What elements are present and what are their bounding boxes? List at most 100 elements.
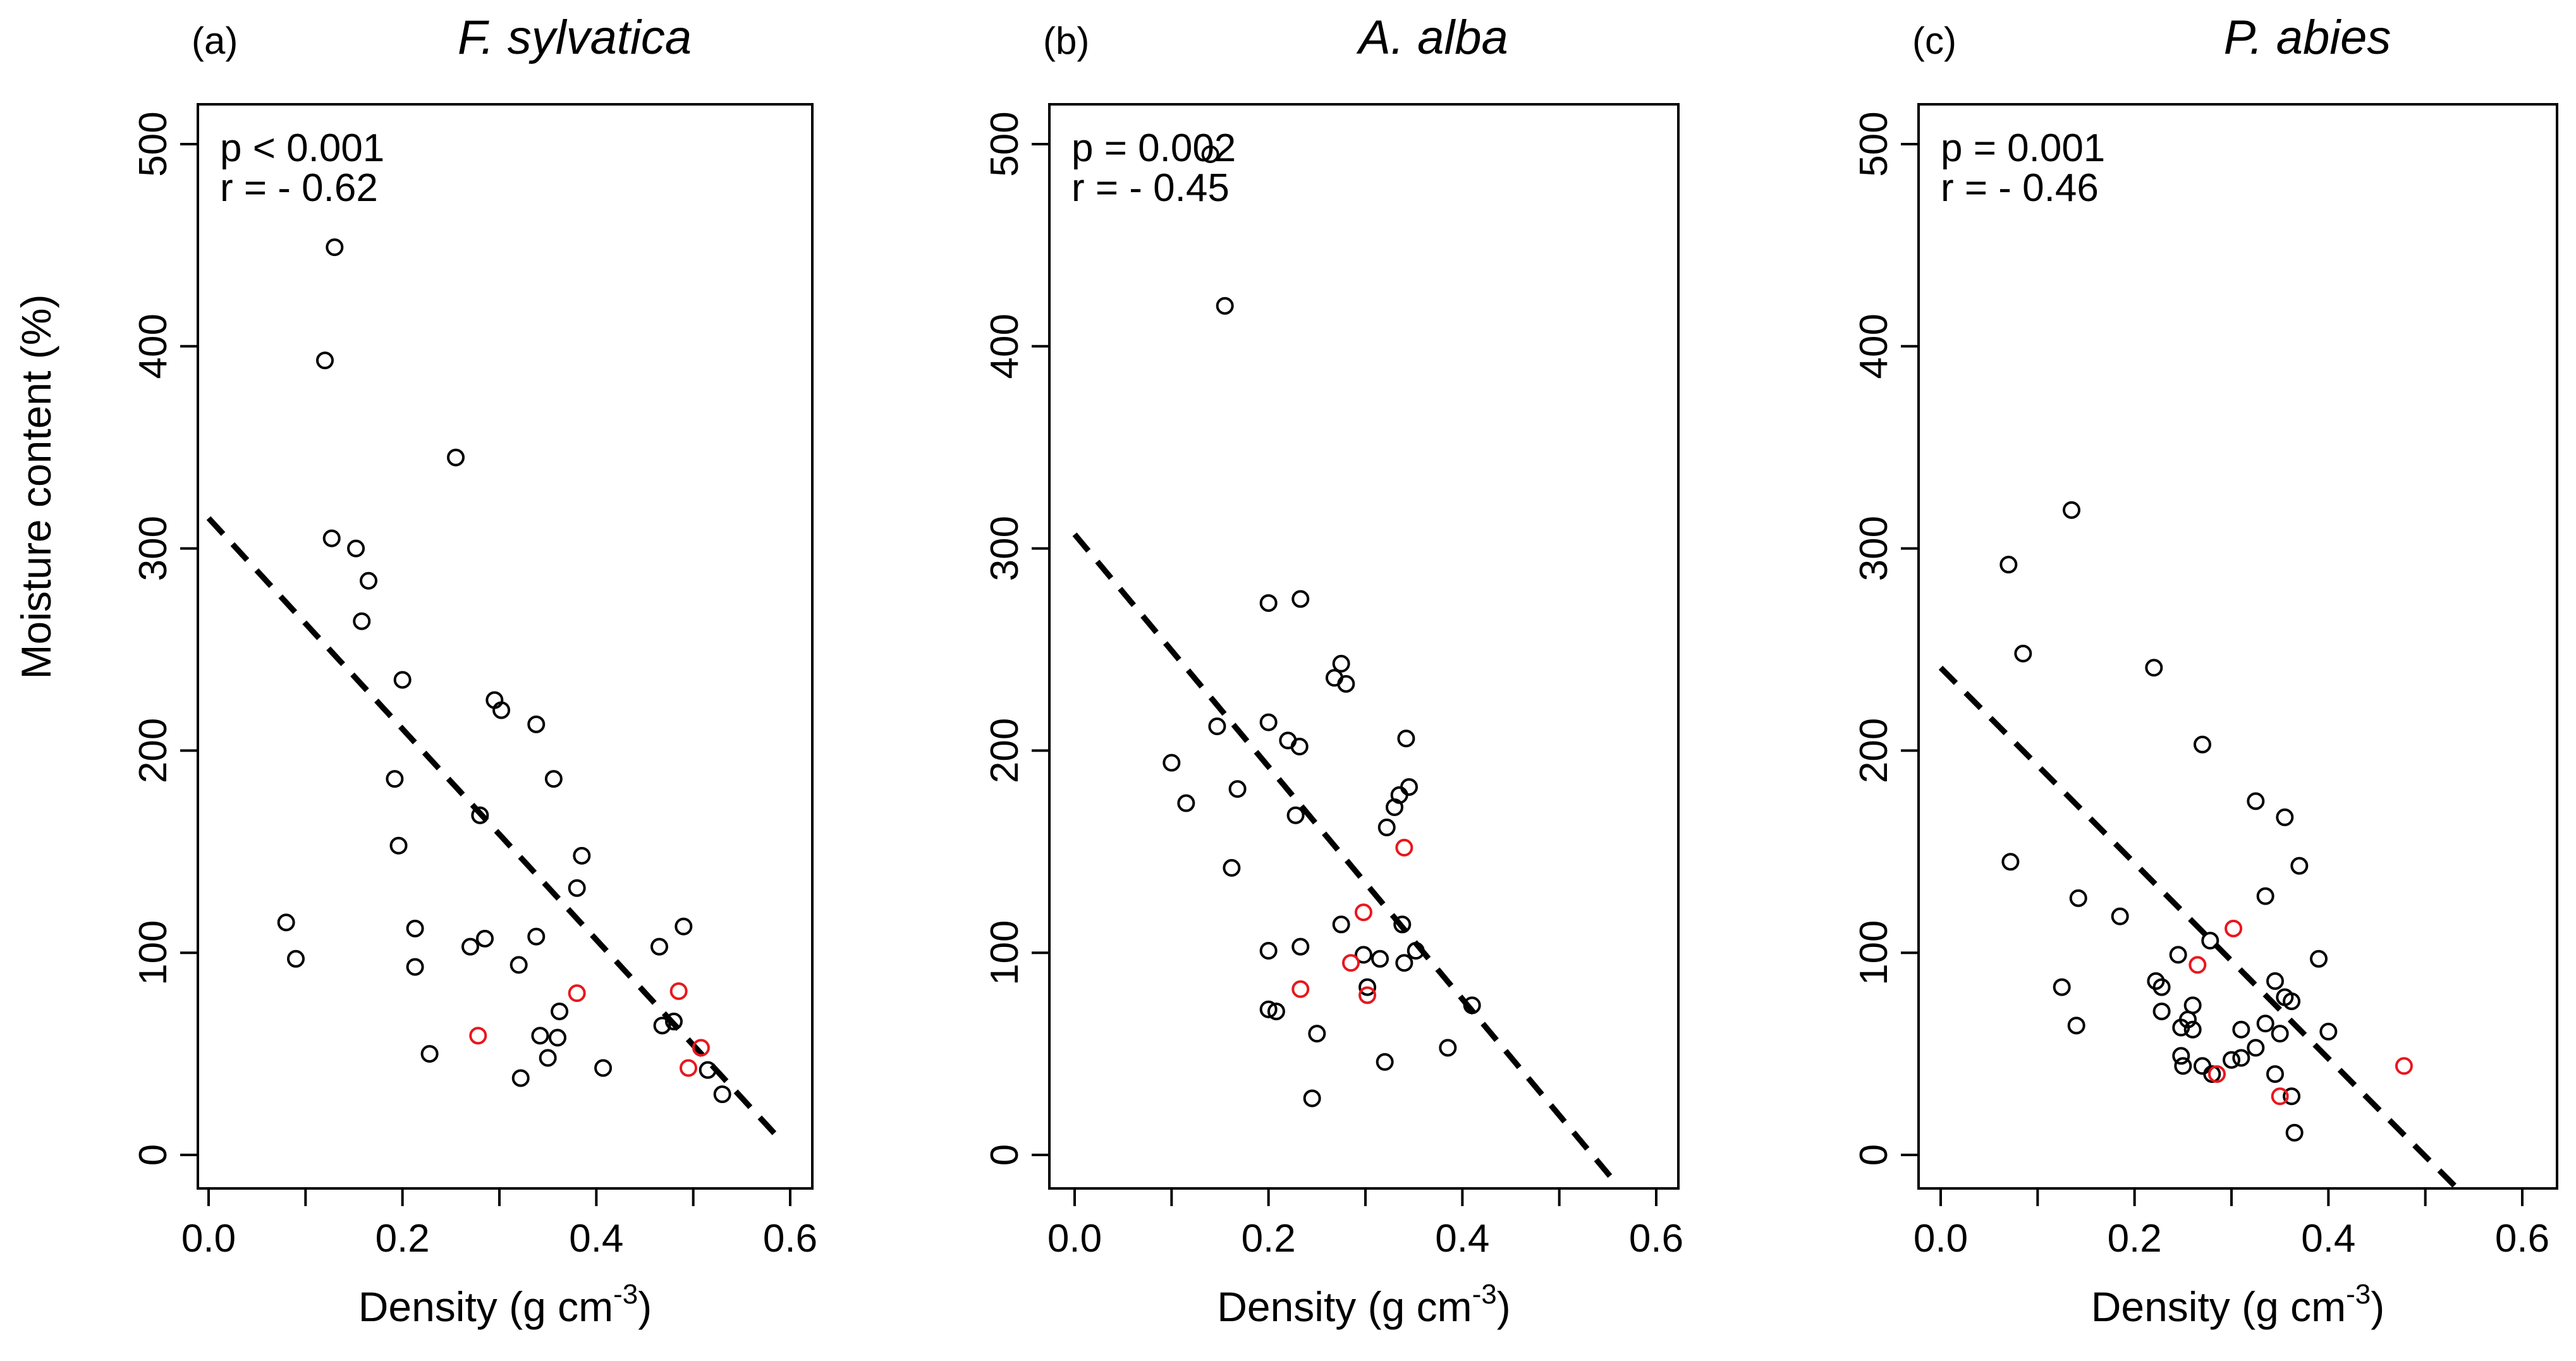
data-point [2183, 1020, 2202, 1039]
red-data-point [2271, 1087, 2289, 1106]
data-point [353, 612, 371, 630]
data-point [1177, 794, 1195, 812]
x-tick-label: 0.4 [2301, 1217, 2355, 1260]
r-value-text: r = - 0.46 [1941, 166, 2099, 210]
data-point [1463, 996, 1481, 1015]
data-point [2194, 1057, 2211, 1075]
x-tick-label: 0.0 [181, 1217, 236, 1260]
plot-frame [1048, 103, 1680, 1190]
data-point [277, 913, 295, 932]
y-tick-label: 100 [1852, 920, 1896, 985]
data-point [447, 448, 465, 467]
data-point [2145, 659, 2163, 677]
data-point [2152, 1002, 2171, 1020]
data-point [527, 927, 546, 946]
data-point [527, 715, 546, 733]
y-tick-label: 0 [131, 1144, 175, 1166]
p-value-text: p = 0.002 [1071, 126, 1236, 170]
data-point [1267, 1002, 1285, 1020]
y-tick-label: 500 [1852, 111, 1896, 176]
data-point [568, 879, 586, 897]
regression-line [1938, 666, 2467, 1198]
data-point [2223, 1051, 2240, 1069]
data-point [287, 949, 305, 968]
x-tick-label: 0.6 [1629, 1217, 1683, 1260]
red-data-point [669, 982, 688, 1000]
data-point [573, 846, 591, 865]
data-point [1393, 915, 1412, 934]
x-tick-label: 0.4 [569, 1217, 623, 1260]
data-point [2256, 1015, 2274, 1033]
data-point [2172, 1018, 2190, 1037]
regression-line [1072, 532, 1615, 1181]
y-tick-label: 400 [983, 314, 1027, 379]
x-tick-label: 0.2 [1242, 1217, 1296, 1260]
data-point [2063, 501, 2080, 519]
data-point [1223, 858, 1241, 877]
x-tick-label: 0.0 [1914, 1217, 1968, 1260]
data-point [653, 1016, 671, 1035]
plot-frame [1917, 103, 2558, 1190]
red-data-point [680, 1059, 697, 1077]
data-point [531, 1027, 549, 1045]
panel-title: P. abies [2224, 11, 2391, 64]
panel-letter: (a) [192, 20, 238, 62]
data-point [1332, 915, 1350, 934]
data-point [544, 770, 563, 788]
data-point [1358, 978, 1377, 996]
data-point [1228, 780, 1247, 798]
data-point [393, 671, 412, 689]
p-value-text: p = 0.001 [1941, 126, 2105, 170]
data-point [2069, 889, 2087, 907]
data-point [1407, 942, 1425, 960]
data-point [1371, 949, 1389, 968]
data-point [2201, 932, 2219, 950]
data-point [2247, 792, 2265, 810]
data-point [2152, 978, 2171, 996]
red-data-point [1358, 986, 1377, 1004]
data-point [713, 1085, 731, 1104]
data-point [420, 1045, 439, 1063]
data-point [2147, 972, 2165, 990]
data-point [1259, 1000, 1278, 1018]
data-point [1400, 778, 1418, 796]
data-point [1291, 937, 1310, 956]
data-point [471, 806, 489, 824]
data-point [2053, 978, 2071, 996]
data-point [492, 701, 511, 719]
data-point [539, 1049, 557, 1067]
red-data-point [568, 984, 586, 1003]
data-point [1395, 954, 1413, 972]
data-point [1286, 806, 1305, 824]
data-point [2256, 887, 2274, 905]
data-point [510, 956, 528, 974]
data-point [347, 539, 365, 558]
x-tick-label: 0.0 [1047, 1217, 1102, 1260]
y-tick-label: 100 [983, 920, 1027, 985]
data-point [406, 958, 424, 976]
red-data-point [1342, 954, 1360, 972]
data-point [2271, 1025, 2289, 1043]
red-data-point [1354, 903, 1372, 922]
data-point [2014, 644, 2032, 662]
x-tick-label: 0.4 [1435, 1217, 1489, 1260]
panel-title: F. sylvatica [458, 11, 692, 64]
y-tick-label: 200 [1852, 718, 1896, 783]
data-point [2283, 992, 2301, 1010]
data-point [2111, 907, 2129, 925]
x-tick-label: 0.2 [375, 1217, 430, 1260]
y-tick-label: 300 [131, 516, 175, 581]
data-point [1332, 654, 1350, 673]
panel-letter: (b) [1043, 20, 1089, 62]
data-point [2203, 1065, 2221, 1083]
data-point [2283, 1087, 2301, 1106]
data-point [1386, 798, 1403, 816]
data-point [406, 919, 424, 937]
red-data-point [1291, 980, 1310, 998]
x-tick-label: 0.6 [763, 1217, 817, 1260]
data-point [2232, 1020, 2250, 1039]
